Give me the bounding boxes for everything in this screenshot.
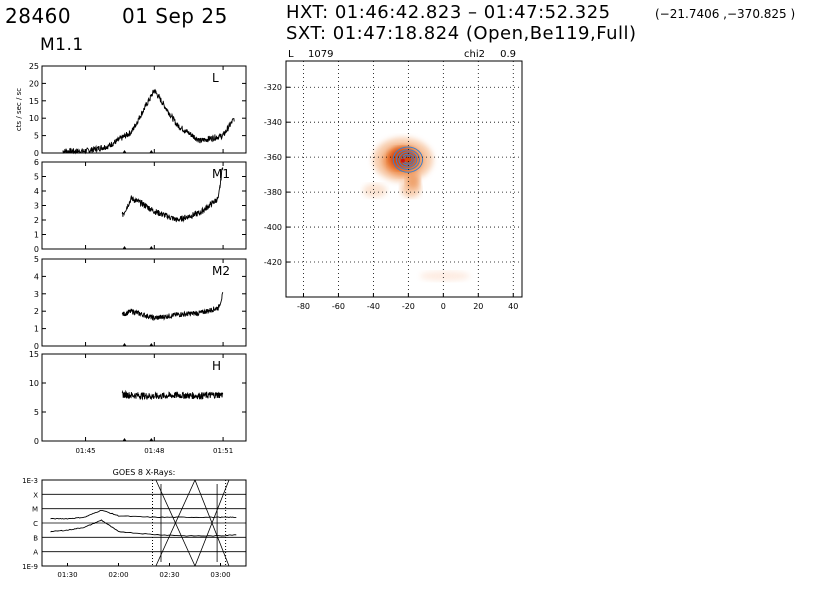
- channel-label-M1: M1: [212, 167, 230, 181]
- image-xtick-label--80: -80: [297, 302, 310, 311]
- goes-ytick-label-X: X: [33, 491, 38, 499]
- hxt-contour-1: [395, 149, 420, 171]
- ytick-label-3-0: 0: [34, 437, 39, 446]
- image-panel: [285, 60, 523, 298]
- goes-ytick-label-A: A: [33, 549, 38, 557]
- window-marker-3-1: [149, 438, 154, 441]
- ytick-label-0-15: 15: [29, 97, 39, 106]
- ytick-label-1-5: 5: [34, 173, 39, 182]
- image-ytick-label--320: -320: [264, 83, 282, 92]
- ytick-label-2-4: 4: [34, 272, 39, 281]
- lightcurve-series-H: [121, 389, 224, 401]
- hxt-contour-0: [392, 146, 424, 173]
- goes-xtick-label-02:30: 02:30: [159, 571, 179, 579]
- xtick-label-01:45: 01:45: [75, 447, 95, 455]
- image-frame: [285, 60, 523, 298]
- image-xtick-label-0: 0: [441, 302, 446, 311]
- ytick-label-1-4: 4: [34, 187, 39, 196]
- flare-id: 28460: [5, 4, 72, 28]
- sxt-info: SXT: 01:47:18.824 (Open,Be119,Full): [286, 23, 637, 44]
- lightcurve-series-M1: [121, 167, 224, 223]
- ytick-label-1-0: 0: [34, 245, 39, 254]
- lightcurve-frame-0: [41, 65, 247, 154]
- goes-ytick-label-B: B: [33, 534, 38, 542]
- window-marker-1-0: [122, 246, 127, 249]
- lightcurve-series-L: [62, 88, 235, 155]
- window-marker-1-1: [149, 246, 154, 249]
- image-ytick-label--420: -420: [264, 258, 282, 267]
- ylabel-counts: cts / sec / sc: [15, 88, 23, 131]
- ytick-label-0-0: 0: [34, 149, 39, 158]
- ytick-label-2-2: 2: [34, 307, 39, 316]
- ytick-label-1-6: 6: [34, 158, 39, 167]
- ytick-label-0-25: 25: [29, 62, 39, 71]
- channel-label-H: H: [212, 359, 221, 373]
- window-marker-0-0: [122, 150, 127, 153]
- hxt-time-range: HXT: 01:46:42.823 – 01:47:52.325: [286, 2, 611, 23]
- ytick-label-2-1: 1: [34, 325, 39, 334]
- goes-class: M1.1: [40, 35, 84, 55]
- goes-ytick-label-1E-3: 1E-3: [22, 477, 38, 485]
- goes-xtick-label-01:30: 01:30: [57, 571, 77, 579]
- ytick-label-2-3: 3: [34, 290, 39, 299]
- xtick-label-01:51: 01:51: [213, 447, 233, 455]
- image-ytick-label--360: -360: [264, 153, 282, 162]
- image-counts: 1079: [308, 49, 333, 60]
- ytick-label-1-2: 2: [34, 216, 39, 225]
- ytick-label-2-5: 5: [34, 255, 39, 264]
- ytick-label-0-10: 10: [29, 114, 39, 123]
- lightcurve-frame-2: [41, 258, 247, 347]
- window-marker-3-0: [122, 438, 127, 441]
- goes-xtick-label-03:00: 03:00: [210, 571, 230, 579]
- channel-label-M2: M2: [212, 264, 230, 278]
- ytick-label-1-3: 3: [34, 202, 39, 211]
- image-ytick-label--380: -380: [264, 188, 282, 197]
- ytick-label-1-1: 1: [34, 231, 39, 240]
- image-channel-label: L: [288, 49, 294, 60]
- ytick-label-3-10: 10: [29, 379, 39, 388]
- goes-gap-cross-1: [194, 479, 230, 567]
- hxt-contour-2: [398, 151, 418, 168]
- image-xtick-label--40: -40: [367, 302, 380, 311]
- window-marker-0-1: [149, 150, 154, 153]
- flare-date: 01 Sep 25: [122, 4, 228, 28]
- channel-label-L: L: [212, 71, 219, 85]
- xtick-label-01:48: 01:48: [144, 447, 164, 455]
- goes-title: GOES 8 X-Rays:: [113, 468, 176, 477]
- goes-gap-cross-0: [155, 479, 196, 567]
- window-marker-2-0: [122, 343, 127, 346]
- hxt-position: (−21.7406 ,−370.825 ): [655, 7, 796, 21]
- goes-flux-series-1: [50, 519, 237, 537]
- goes-xtick-label-02:00: 02:00: [108, 571, 128, 579]
- ytick-label-3-15: 15: [29, 350, 39, 359]
- image-xtick-label-20: 20: [473, 302, 483, 311]
- goes-ytick-label-M: M: [32, 506, 38, 514]
- goes-flux-series-0: [50, 509, 237, 520]
- hxt-peak-marker: [400, 158, 405, 163]
- image-chi2-value: 0.9: [500, 49, 516, 60]
- ytick-label-3-5: 5: [34, 408, 39, 417]
- image-xtick-label-40: 40: [508, 302, 518, 311]
- image-ytick-label--340: -340: [264, 118, 282, 127]
- goes-ytick-label-1E-9: 1E-9: [22, 563, 38, 571]
- goes-ytick-label-C: C: [33, 520, 38, 528]
- ytick-label-0-5: 5: [34, 132, 39, 141]
- lightcurve-series-M2: [121, 292, 224, 322]
- image-chi2-label: chi2: [464, 49, 485, 60]
- ytick-label-0-20: 20: [29, 79, 39, 88]
- window-marker-2-1: [149, 343, 154, 346]
- image-xtick-label--60: -60: [332, 302, 345, 311]
- image-ytick-label--400: -400: [264, 223, 282, 232]
- image-xtick-label--20: -20: [402, 302, 415, 311]
- sxt-image-blob-6: [419, 271, 470, 282]
- sxt-image-blob-3: [405, 172, 420, 189]
- ytick-label-2-0: 0: [34, 342, 39, 351]
- lightcurve-frame-3: [41, 353, 247, 442]
- sxt-image-blob-2: [362, 183, 387, 198]
